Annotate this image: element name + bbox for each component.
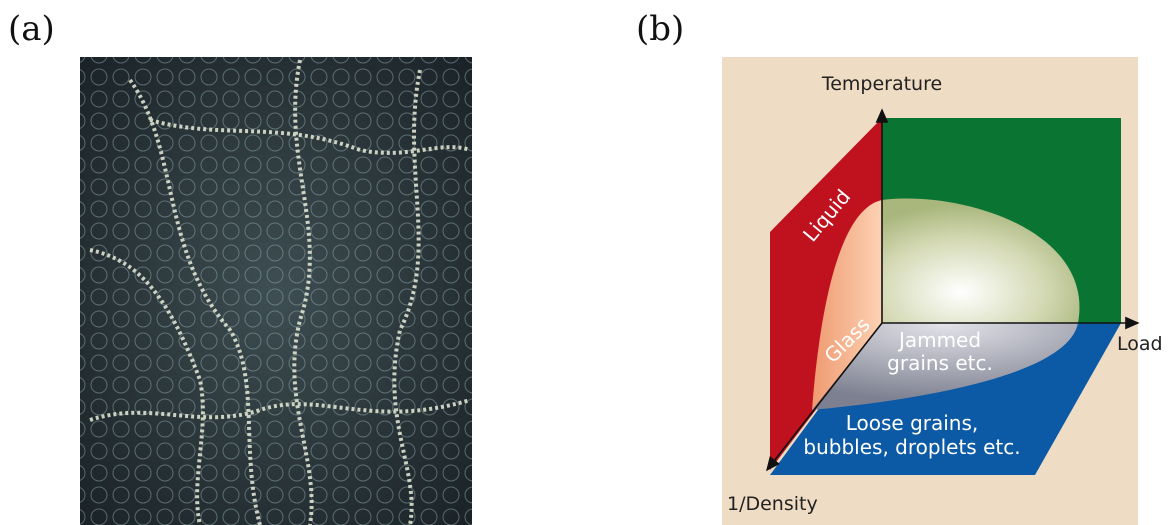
text-line: Loose grains, <box>846 411 979 435</box>
axis-label: Load <box>1117 333 1163 355</box>
photo <box>80 57 472 525</box>
axis-label: Temperature <box>821 73 942 95</box>
phase-diagram: Temperature Load 1/Density Liquid Glass … <box>722 57 1163 525</box>
text-line: Jammed <box>897 328 981 352</box>
panel-label: (a) <box>8 9 55 49</box>
figure: (a) (b) Temperature Load 1/Density Liqui… <box>0 0 1170 525</box>
panel-label: (b) <box>636 9 684 49</box>
axis-label: 1/Density <box>727 493 818 515</box>
text-line: bubbles, droplets etc. <box>803 435 1020 459</box>
text-line: grains etc. <box>887 351 993 375</box>
